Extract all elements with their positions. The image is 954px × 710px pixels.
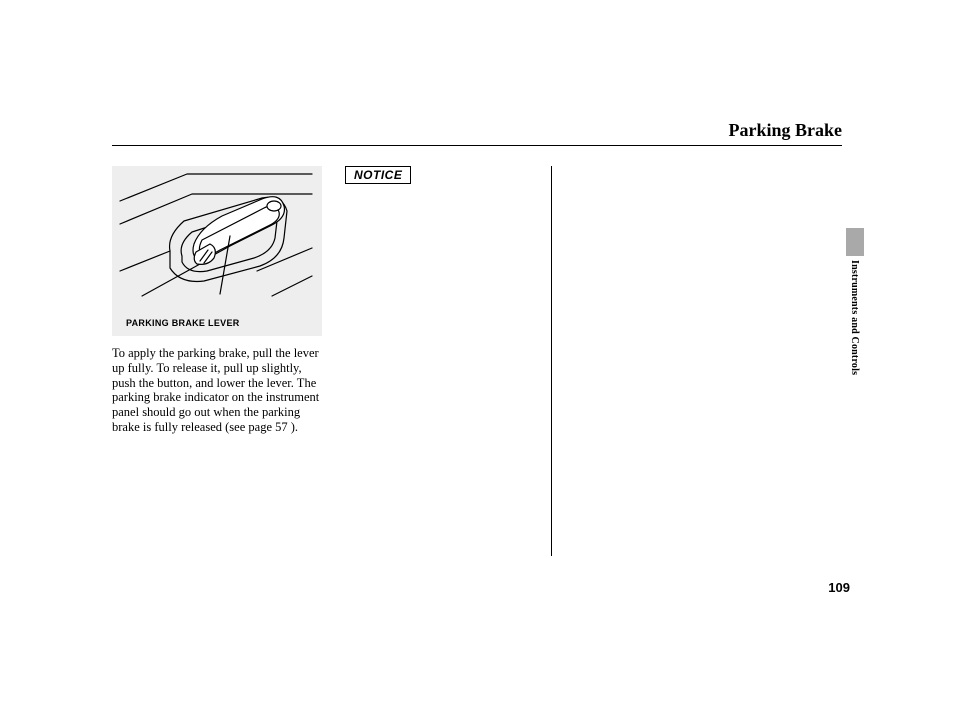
page-header: Parking Brake — [112, 120, 842, 146]
illustration-caption: PARKING BRAKE LEVER — [126, 318, 240, 328]
parking-brake-lever-svg — [112, 166, 322, 306]
section-side-label: Instruments and Controls — [849, 260, 860, 375]
parking-brake-illustration: PARKING BRAKE LEVER — [112, 166, 322, 336]
manual-page: Parking Brake — [112, 120, 842, 556]
content-columns: PARKING BRAKE LEVER To apply the parking… — [112, 166, 842, 556]
section-tab — [846, 228, 864, 256]
column-2: NOTICE — [337, 166, 552, 556]
column-1: PARKING BRAKE LEVER To apply the parking… — [112, 166, 337, 556]
page-number: 109 — [828, 580, 850, 595]
body-paragraph: To apply the parking brake, pull the lev… — [112, 346, 325, 435]
page-title: Parking Brake — [112, 120, 842, 141]
notice-label: NOTICE — [345, 166, 411, 184]
